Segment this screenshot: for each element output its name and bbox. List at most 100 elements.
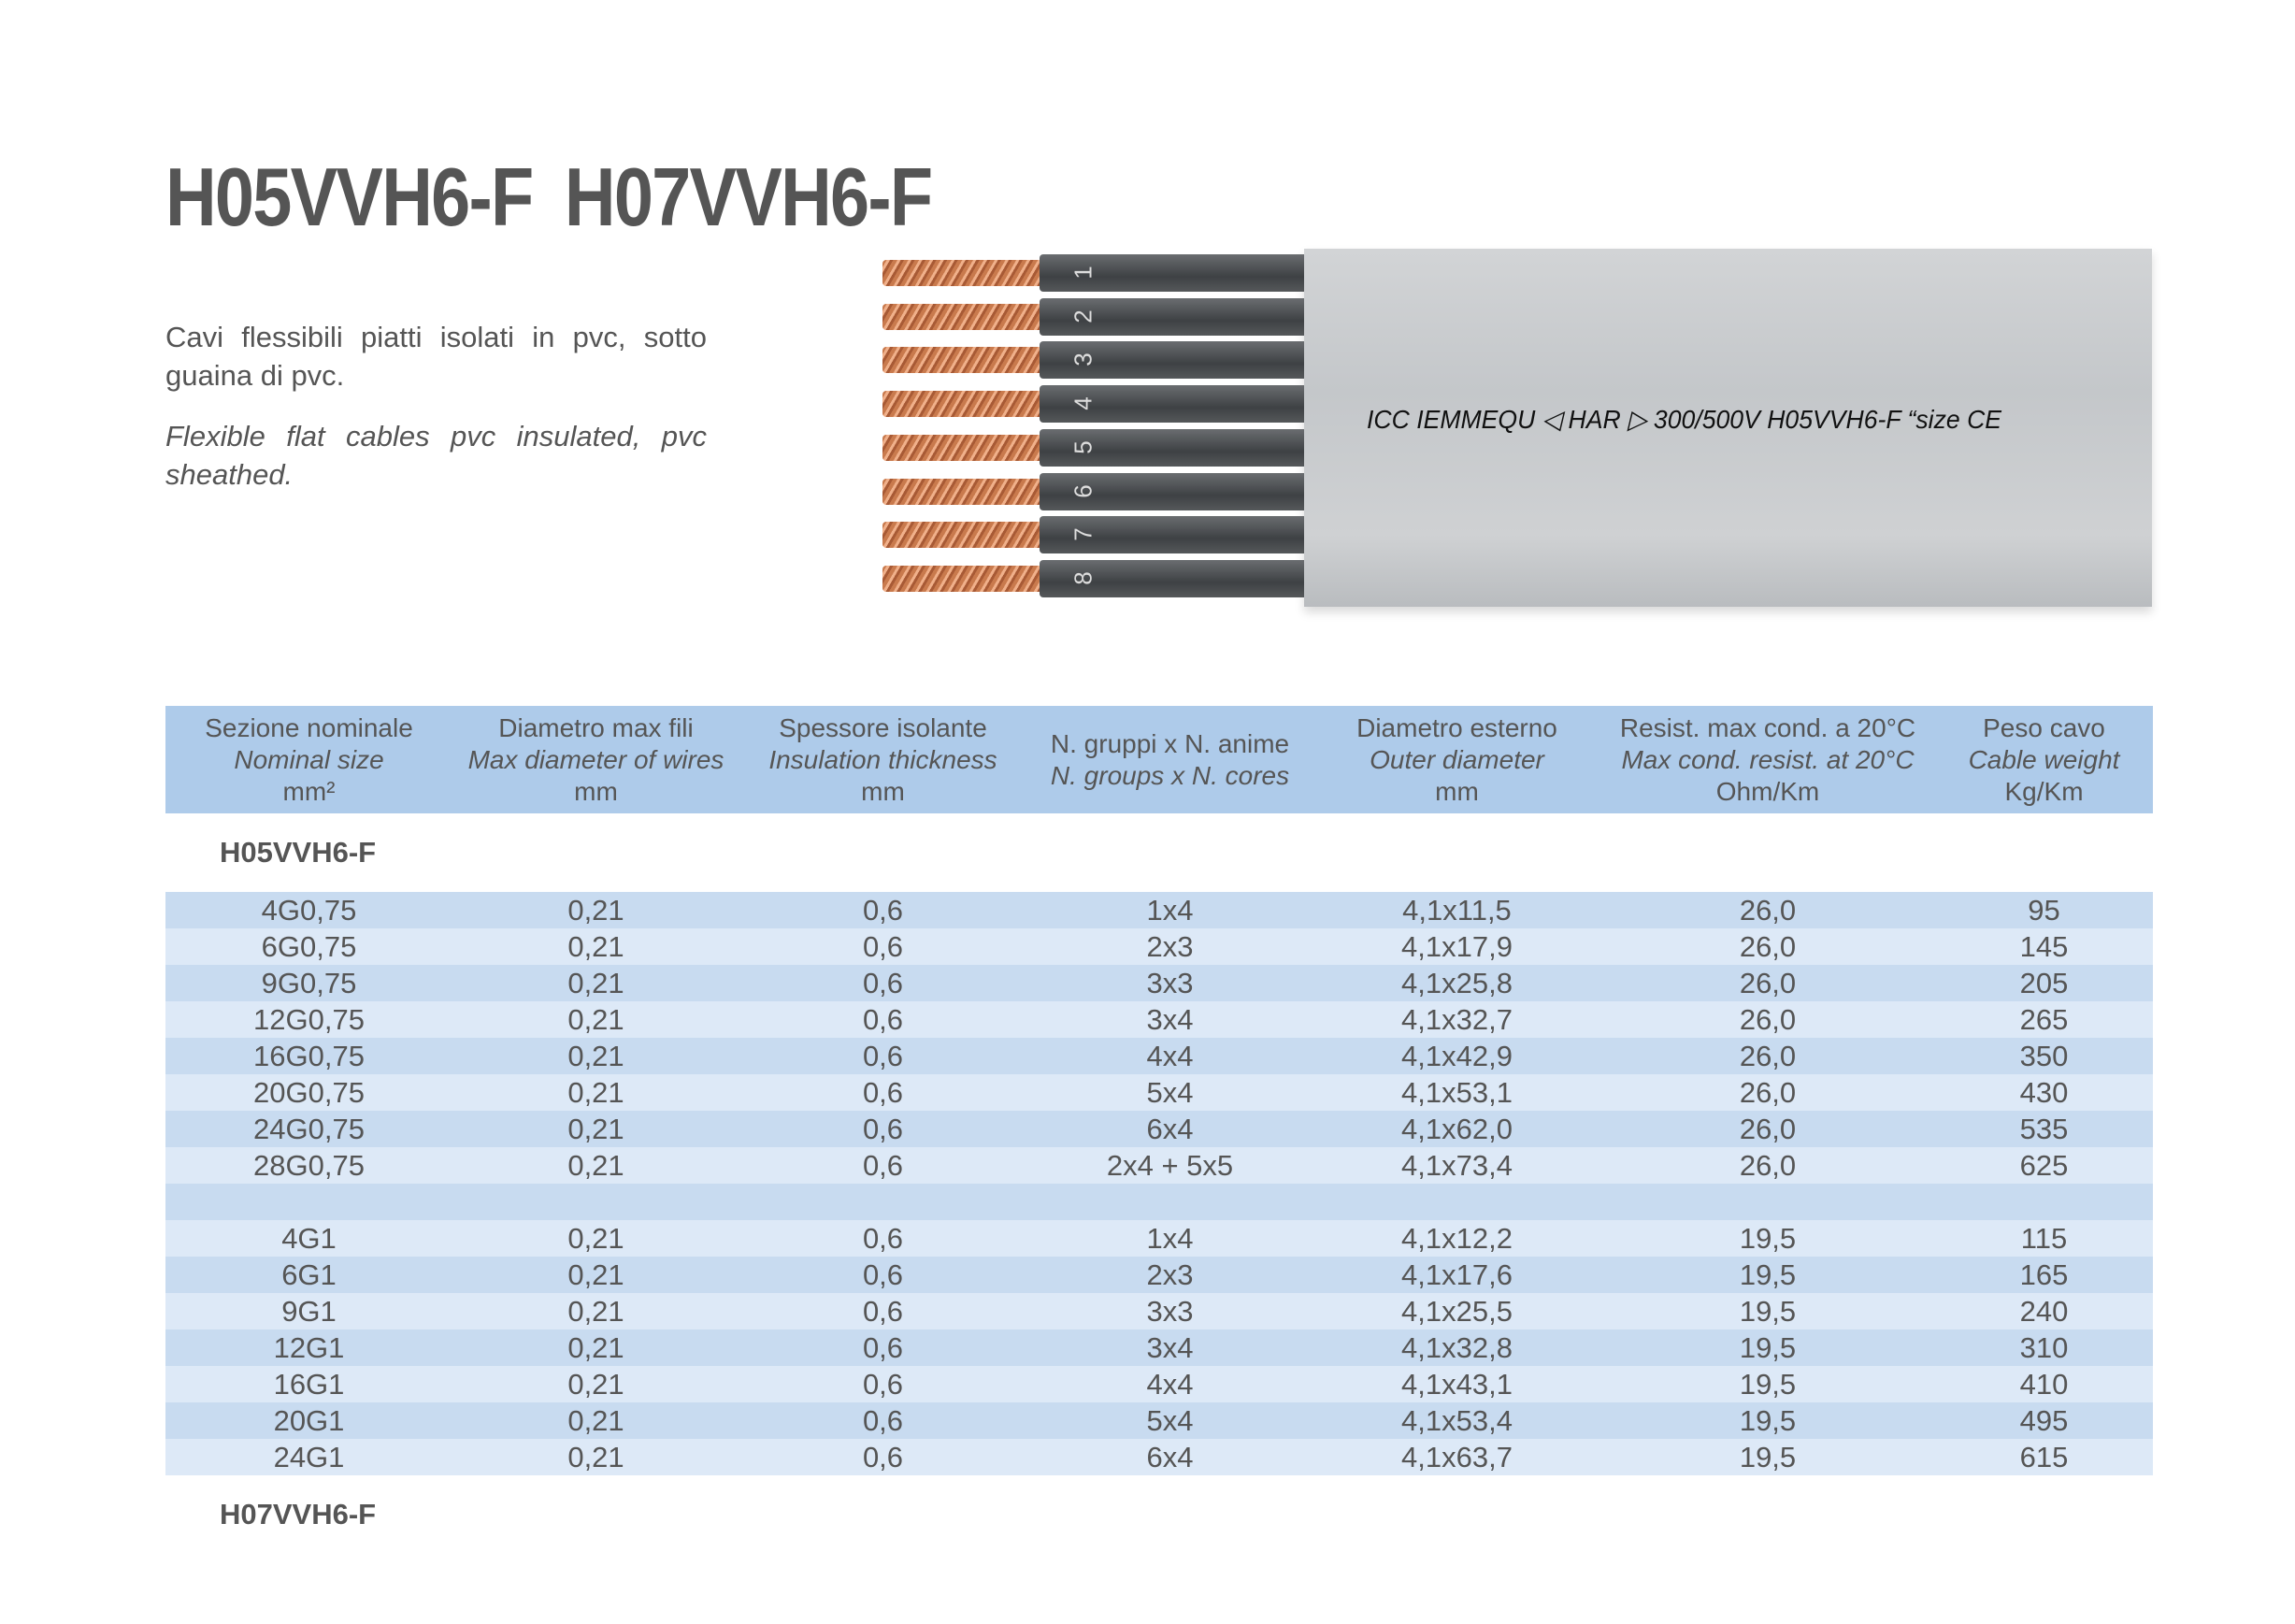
cable-core: 7 (882, 516, 1304, 554)
table-cell: 240 (2019, 1294, 2069, 1328)
table-cell: 6G0,75 (261, 929, 357, 963)
table-row: 4G0,75 0,21 0,6 1x4 4,1x11,5 26,0 95 (165, 892, 2153, 928)
cable-image: 1 2 3 4 5 6 7 8 (882, 249, 2152, 618)
core-number: 8 (1069, 571, 1097, 585)
table-cell: 6x4 (1146, 1440, 1194, 1473)
table-cell: 0,6 (862, 1294, 904, 1328)
header-unit: Ohm/Km (1715, 776, 1820, 806)
table-cell: 26,0 (1739, 1039, 1797, 1072)
table-cell: 0,21 (567, 966, 624, 999)
table-cell: 4,1x43,1 (1401, 1367, 1513, 1401)
table-cell: 0,21 (567, 1039, 624, 1072)
table-cell: 0,6 (862, 1002, 904, 1036)
table-cell: 205 (2019, 966, 2069, 999)
page-title: H05VVH6-F H07VVH6-F (165, 150, 964, 245)
table-cell: 19,5 (1739, 1294, 1797, 1328)
table-cell: 16G0,75 (253, 1039, 365, 1072)
table-cell: 4,1x62,0 (1401, 1112, 1513, 1145)
header-unit: Kg/Km (2004, 776, 2084, 806)
cable-core: 3 (882, 341, 1304, 380)
header-unit: mm (861, 776, 905, 806)
table-cell: 3x4 (1146, 1002, 1194, 1036)
cable-core: 1 (882, 254, 1304, 292)
table-cell: 0,6 (862, 1330, 904, 1364)
table-cell: 19,5 (1739, 1221, 1797, 1255)
table-cell: 6G1 (281, 1258, 337, 1291)
core-number: 1 (1069, 266, 1097, 280)
table-cell: 12G0,75 (253, 1002, 365, 1036)
table-cell: 0,21 (567, 1075, 624, 1109)
core-number: 4 (1069, 396, 1097, 410)
table-row: 20G1 0,21 0,6 5x4 4,1x53,4 19,5 495 (165, 1402, 2153, 1439)
header-it: Peso cavo (1983, 712, 2105, 742)
header-unit: mm² (282, 776, 336, 806)
copper-conductor (882, 303, 1040, 330)
table-cell: 19,5 (1739, 1440, 1797, 1473)
table-cell: 5x4 (1146, 1403, 1194, 1437)
table-cell: 4,1x63,7 (1401, 1440, 1513, 1473)
table-cell: 26,0 (1739, 893, 1797, 927)
section-label-h05: H05VVH6-F (220, 836, 377, 869)
table-row: 24G0,75 0,21 0,6 6x4 4,1x62,0 26,0 535 (165, 1111, 2153, 1147)
table-row: 28G0,75 0,21 0,6 2x4 + 5x5 4,1x73,4 26,0 625 (165, 1147, 2153, 1184)
table-row: 6G1 0,21 0,6 2x3 4,1x17,6 19,5 165 (165, 1257, 2153, 1293)
table-cell: 26,0 (1739, 1002, 1797, 1036)
table-cell: 0,6 (862, 929, 904, 963)
table-cell: 3x4 (1146, 1330, 1194, 1364)
table-cell: 4,1x42,9 (1401, 1039, 1513, 1072)
core-number: 3 (1069, 352, 1097, 367)
column-header: Resist. max cond. a 20°C Max cond. resist… (1600, 712, 1935, 808)
table-cell: 535 (2019, 1112, 2069, 1145)
table-cell: 4x4 (1146, 1367, 1194, 1401)
table-cell: 20G1 (273, 1403, 345, 1437)
table-row (165, 1184, 2153, 1220)
table-row: 16G0,75 0,21 0,6 4x4 4,1x42,9 26,0 350 (165, 1038, 2153, 1074)
table-cell: 350 (2019, 1039, 2069, 1072)
table-cell: 3x3 (1146, 966, 1194, 999)
table-cell: 4,1x25,8 (1401, 966, 1513, 999)
table-cell: 625 (2019, 1148, 2069, 1182)
table-cell: 6x4 (1146, 1112, 1194, 1145)
core-number: 6 (1069, 483, 1097, 498)
cable-core: 6 (882, 472, 1304, 510)
header-en: N. groups x N. cores (1050, 760, 1290, 790)
table-cell: 265 (2019, 1002, 2069, 1036)
core-insulation: 4 (1040, 385, 1304, 424)
table-cell: 0,6 (862, 1148, 904, 1182)
table-cell: 16G1 (273, 1367, 345, 1401)
table-cell: 26,0 (1739, 1075, 1797, 1109)
title-h07: H07VVH6-F (564, 151, 933, 243)
header-en: Nominal size (234, 744, 384, 774)
copper-conductor (882, 391, 1040, 418)
table-row: 9G1 0,21 0,6 3x3 4,1x25,5 19,5 240 (165, 1293, 2153, 1329)
table-cell: 4,1x53,4 (1401, 1403, 1513, 1437)
table-cell: 19,5 (1739, 1258, 1797, 1291)
table-cell: 4,1x17,6 (1401, 1258, 1513, 1291)
table-cell: 19,5 (1739, 1330, 1797, 1364)
column-header: Spessore isolante Insulation thickness mm (739, 712, 1026, 808)
spec-table: Sezione nominale Nominal size mm² Diametro … (165, 706, 2153, 1554)
table-cell: 0,21 (567, 1258, 624, 1291)
title-h05: H05VVH6-F (165, 151, 534, 243)
table-cell: 4G0,75 (261, 893, 357, 927)
table-cell: 0,21 (567, 1112, 624, 1145)
header-en: Outer diameter (1370, 744, 1544, 774)
cable-core: 2 (882, 297, 1304, 336)
table-cell: 0,6 (862, 1039, 904, 1072)
table-cell: 95 (2028, 893, 2060, 927)
header-en: Insulation thickness (768, 744, 997, 774)
column-header: Peso cavo Cable weight Kg/Km (1935, 712, 2153, 808)
table-cell: 5x4 (1146, 1075, 1194, 1109)
table-cell: 12G1 (273, 1330, 345, 1364)
table-row: 20G0,75 0,21 0,6 5x4 4,1x53,1 26,0 430 (165, 1074, 2153, 1111)
table-cell: 145 (2019, 929, 2069, 963)
table-cell: 4,1x11,5 (1402, 893, 1512, 927)
core-number: 7 (1069, 527, 1097, 541)
header-en: Max cond. resist. at 20°C (1621, 744, 1915, 774)
core-insulation: 2 (1040, 297, 1304, 336)
table-cell: 0,21 (567, 1221, 624, 1255)
header-it: N. gruppi x N. anime (1050, 728, 1290, 758)
table-cell: 0,21 (567, 1330, 624, 1364)
table-cell: 2x3 (1146, 929, 1194, 963)
table-cell: 0,6 (862, 1221, 904, 1255)
